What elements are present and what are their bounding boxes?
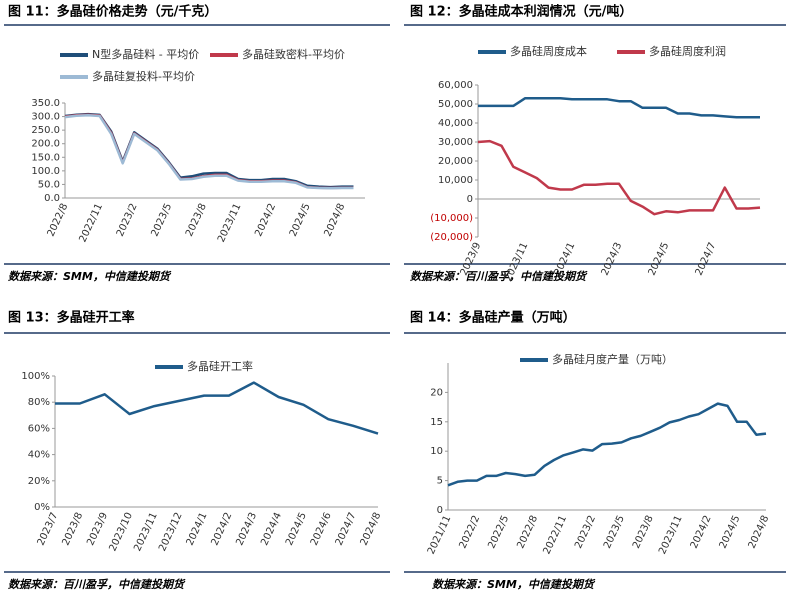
- y-tick-label: 30,000: [438, 137, 473, 148]
- x-tick-label: 2024/4: [259, 511, 284, 548]
- y-tick-label: 300.0: [31, 112, 60, 123]
- chart-title: 图 12：多晶硅成本利润情况（元/吨）: [410, 4, 632, 20]
- series-line: [477, 139, 761, 216]
- y-tick-label: 10: [430, 446, 443, 457]
- x-tick-label: 2023/5: [602, 514, 627, 551]
- legend-label: 多晶硅开工率: [187, 359, 253, 373]
- series-line: [64, 113, 354, 190]
- series-line: [478, 97, 760, 119]
- x-tick-label: 2024/3: [600, 241, 625, 278]
- x-tick-label: 2024/2: [689, 514, 714, 551]
- y-tick-label: 80%: [28, 397, 50, 408]
- x-tick-label: 2022/2: [458, 514, 483, 551]
- source: 数据来源：百川盈孚，中信建投期货: [410, 270, 588, 283]
- x-tick-label: 2023/8: [631, 514, 656, 551]
- y-tick-label: 20: [430, 387, 443, 398]
- x-tick-label: 2023/12: [157, 511, 185, 553]
- x-tick-label: 2022/8: [515, 514, 540, 551]
- y-tick-label: 40%: [28, 450, 50, 461]
- x-tick-label: 2023/2: [115, 202, 140, 239]
- x-tick-label: 2023/7: [36, 511, 61, 548]
- x-tick-label: 2024/8: [359, 511, 384, 548]
- y-tick-label: 20%: [28, 476, 50, 487]
- x-tick-label: 2024/7: [334, 511, 359, 548]
- y-tick-label: 250.0: [31, 125, 60, 136]
- y-tick-label: 0%: [34, 502, 50, 513]
- x-tick-label: 2024/5: [647, 241, 672, 278]
- y-tick-label: 15: [430, 417, 443, 428]
- legend-label: N型多晶硅料 - 平均价: [92, 47, 199, 61]
- x-tick-label: 2022/11: [542, 514, 570, 556]
- x-tick-label: 2021/11: [426, 514, 454, 556]
- y-tick-label: 60,000: [438, 80, 473, 91]
- x-tick-label: 2023/9: [85, 511, 110, 548]
- x-tick-label: 2023/8: [60, 511, 85, 548]
- x-tick-label: 2024/1: [185, 511, 210, 548]
- y-tick-label: 100.0: [31, 166, 60, 177]
- y-tick-label: 50.0: [38, 179, 60, 190]
- y-tick-label: 200.0: [31, 139, 60, 150]
- x-tick-label: 2022/8: [46, 202, 71, 239]
- chart-title: 图 11：多晶硅价格走势（元/千克）: [8, 4, 217, 20]
- y-tick-label: 5: [437, 476, 443, 487]
- legend-label: 多晶硅复投料-平均价: [92, 69, 195, 83]
- source: 数据来源：SMM，中信建投期货: [432, 578, 596, 591]
- x-tick-label: 2023/11: [132, 511, 160, 553]
- legend-label: 多晶硅周度成本: [510, 44, 587, 58]
- y-tick-label: 350.0: [31, 98, 60, 109]
- chart-title: 图 14：多晶硅产量（万吨）: [410, 310, 576, 326]
- series-line: [55, 381, 379, 435]
- x-tick-label: 2024/5: [718, 514, 743, 551]
- y-tick-label: 50,000: [438, 99, 473, 110]
- y-tick-label: 10,000: [438, 175, 473, 186]
- y-tick-label: 0: [467, 194, 473, 205]
- x-tick-label: 2024/2: [253, 202, 278, 239]
- x-tick-label: 2024/8: [323, 202, 348, 239]
- y-tick-label: (20,000): [430, 232, 473, 243]
- x-tick-label: 2024/6: [309, 511, 334, 548]
- y-tick-label: 20,000: [438, 156, 473, 167]
- x-tick-label: 2024/8: [747, 514, 772, 551]
- y-tick-label: 60%: [28, 423, 50, 434]
- legend-label: 多晶硅周度利润: [649, 44, 726, 58]
- source: 数据来源：SMM，中信建投期货: [8, 270, 172, 283]
- x-tick-label: 2024/5: [288, 202, 313, 239]
- legend-label: 多晶硅月度产量（万吨）: [552, 352, 673, 366]
- x-tick-label: 2022/5: [486, 514, 511, 551]
- series-line: [447, 402, 767, 487]
- x-tick-label: 2024/5: [284, 511, 309, 548]
- y-tick-label: 100%: [21, 371, 50, 382]
- x-tick-label: 2023/10: [107, 511, 135, 553]
- source: 数据来源：百川盈孚，中信建投期货: [8, 578, 186, 591]
- x-tick-label: 2024/7: [694, 241, 719, 278]
- x-tick-label: 2023/2: [573, 514, 598, 551]
- x-tick-label: 2023/11: [216, 202, 244, 244]
- legend-label: 多晶硅致密料-平均价: [242, 47, 345, 61]
- y-tick-label: (10,000): [430, 213, 473, 224]
- y-tick-label: 40,000: [438, 118, 473, 129]
- x-tick-label: 2023/5: [149, 202, 174, 239]
- x-tick-label: 2023/8: [184, 202, 209, 239]
- x-tick-label: 2024/3: [234, 511, 259, 548]
- chart-title: 图 13：多晶硅开工率: [8, 310, 135, 326]
- y-tick-label: 0: [437, 505, 443, 516]
- y-tick-label: 0.0: [44, 193, 60, 204]
- x-tick-label: 2022/11: [78, 202, 106, 244]
- x-tick-label: 2024/2: [210, 511, 235, 548]
- x-tick-label: 2023/11: [657, 514, 685, 556]
- y-tick-label: 150.0: [31, 152, 60, 163]
